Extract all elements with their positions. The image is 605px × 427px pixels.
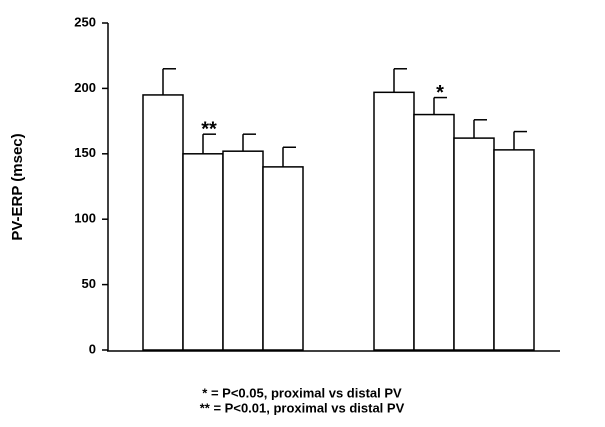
y-tick-label: 150 xyxy=(74,145,96,160)
significance-label: * xyxy=(436,82,444,104)
y-tick-label: 0 xyxy=(89,341,96,356)
bar xyxy=(373,91,415,351)
y-tick-label: 250 xyxy=(74,14,96,29)
bar xyxy=(182,153,224,351)
bar xyxy=(142,94,184,351)
y-tick-label: 100 xyxy=(74,211,96,226)
y-tick-label: 200 xyxy=(74,80,96,95)
note: * = P<0.05, proximal vs distal PV xyxy=(202,385,402,400)
bar xyxy=(222,150,264,351)
y-axis-title: PV-ERP (msec) xyxy=(9,133,26,240)
bar xyxy=(413,113,455,351)
significance-label: ** xyxy=(201,118,217,140)
bar xyxy=(493,149,535,351)
y-tick-label: 50 xyxy=(82,276,96,291)
bar xyxy=(453,137,495,351)
bar xyxy=(262,166,304,351)
note: ** = P<0.01, proximal vs distal PV xyxy=(200,400,405,415)
